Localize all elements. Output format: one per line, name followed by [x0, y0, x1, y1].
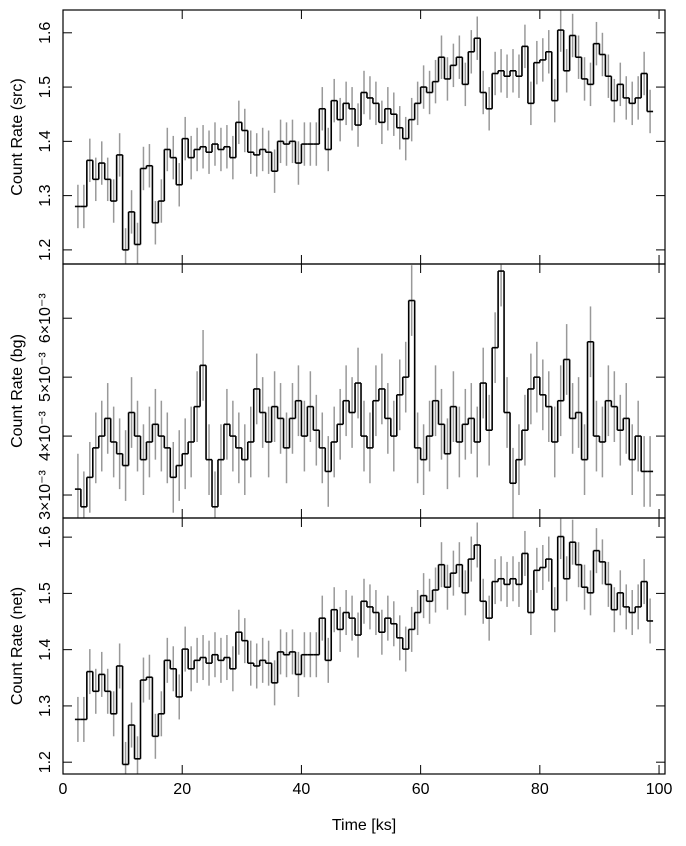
- y-tick-label: 1.5: [37, 582, 54, 604]
- x-axis-label: Time [ks]: [332, 817, 396, 834]
- y-axis-label: Count Rate (net): [9, 587, 26, 705]
- x-tick-label: 20: [173, 781, 191, 798]
- y-tick-label: 1.4: [37, 638, 54, 660]
- y-tick-label: 5×10⁻³: [37, 352, 54, 402]
- panel-frame: [62, 9, 666, 265]
- y-tick-label: 6×10⁻³: [37, 293, 54, 343]
- y-tick-label: 1.3: [37, 695, 54, 717]
- panel-frame: [62, 517, 666, 775]
- plot-area: [74, 518, 654, 774]
- x-tick-label: 60: [412, 781, 430, 798]
- y-tick-label: 1.2: [37, 751, 54, 773]
- plot-area: [74, 10, 654, 264]
- x-tick-label: 100: [646, 781, 673, 798]
- y-axis-label: Count Rate (src): [9, 78, 26, 195]
- y-tick-label: 1.6: [37, 22, 54, 44]
- x-tick-label: 0: [59, 781, 68, 798]
- y-tick-label: 4×10⁻³: [37, 411, 54, 461]
- y-tick-label: 1.2: [37, 239, 54, 261]
- panel-frame: [62, 263, 666, 519]
- y-tick-label: 1.6: [37, 526, 54, 548]
- y-axis-label: Count Rate (bg): [9, 334, 26, 448]
- y-tick-label: 3×10⁻³: [37, 469, 54, 519]
- x-tick-label: 80: [531, 781, 549, 798]
- plot-area: [74, 264, 654, 518]
- y-tick-label: 1.4: [37, 130, 54, 152]
- y-tick-label: 1.3: [37, 184, 54, 206]
- y-tick-label: 1.5: [37, 76, 54, 98]
- x-tick-label: 40: [293, 781, 311, 798]
